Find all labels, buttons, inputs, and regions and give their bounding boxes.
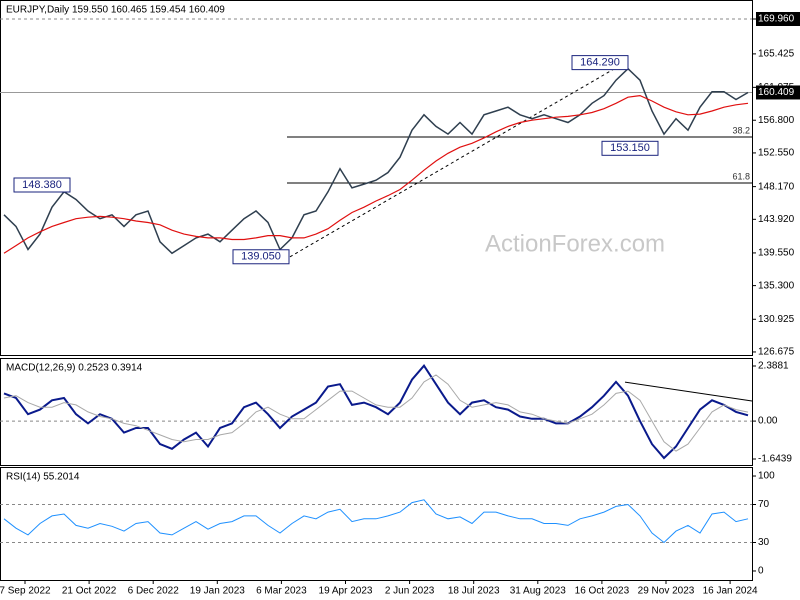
y-tick-label: 139.550 — [758, 248, 795, 259]
fib-label: 61.8 — [732, 171, 750, 181]
y-tick-label: 135.300 — [758, 280, 795, 291]
series-line — [3, 94, 749, 254]
y-tick-label: 148.170 — [758, 181, 795, 192]
x-tick-label: 16 Oct 2023 — [575, 586, 630, 597]
trend-line — [624, 381, 753, 402]
panel-frame — [0, 358, 753, 466]
annotation-box — [601, 140, 659, 156]
x-tick-label: 7 Sep 2022 — [0, 586, 51, 597]
y-tick-label: 30 — [758, 537, 770, 548]
trend-line — [289, 62, 626, 258]
series-line — [3, 499, 749, 544]
annotation-label: 148.380 — [22, 179, 62, 191]
y-tick-label: 2.3881 — [758, 361, 789, 372]
x-tick-label: 19 Apr 2023 — [319, 586, 373, 597]
annotation-box — [571, 55, 629, 71]
y-tick-label: 165.425 — [758, 49, 795, 60]
y-tick-label: 169.960 — [758, 14, 795, 25]
x-tick-label: 19 Jan 2023 — [190, 586, 245, 597]
last-price-box — [756, 85, 800, 100]
panel-frame — [0, 0, 753, 356]
annotation-box — [13, 177, 71, 193]
panel-title: EURJPY,Daily 159.550 160.465 159.454 160… — [6, 5, 225, 16]
y-tick-label: 156.800 — [758, 115, 795, 126]
x-tick-label: 18 Jul 2023 — [448, 586, 500, 597]
x-tick-label: 2 Jun 2023 — [385, 586, 435, 597]
annotation-label: 153.150 — [610, 142, 650, 154]
annotation-box — [232, 249, 290, 265]
series-line — [3, 67, 749, 255]
annotation-label: 139.050 — [241, 251, 281, 263]
y-tick-label: 130.925 — [758, 314, 795, 325]
x-tick-label: 6 Dec 2022 — [128, 586, 180, 597]
annotation-label: 164.290 — [580, 57, 620, 69]
x-tick-label: 6 Mar 2023 — [256, 586, 307, 597]
panel-title: MACD(12,26,9) 0.2523 0.3914 — [6, 363, 143, 374]
y-tick-label: 0 — [758, 566, 764, 577]
panel-frame — [0, 467, 753, 581]
y-tick-label: 70 — [758, 499, 770, 510]
x-tick-label: 31 Aug 2023 — [510, 586, 567, 597]
last-price-label: 160.409 — [758, 87, 795, 98]
y-tick-label: 143.920 — [758, 214, 795, 225]
y-tick-label: 100 — [758, 471, 775, 482]
fib-label: 38.2 — [732, 125, 750, 135]
y-tick-label: 152.550 — [758, 148, 795, 159]
x-tick-label: 29 Nov 2023 — [638, 586, 695, 597]
x-tick-label: 16 Jan 2024 — [703, 586, 758, 597]
tick-label-box — [756, 12, 800, 26]
y-tick-label: -1.6439 — [758, 454, 792, 465]
watermark: ActionForex.com — [485, 230, 665, 257]
panel-title: RSI(14) 55.2014 — [6, 472, 80, 483]
series-line — [3, 364, 749, 460]
x-tick-label: 21 Oct 2022 — [62, 586, 117, 597]
y-tick-label: 126.675 — [758, 347, 795, 358]
y-tick-label: 0.00 — [758, 416, 778, 427]
series-line — [3, 374, 749, 452]
